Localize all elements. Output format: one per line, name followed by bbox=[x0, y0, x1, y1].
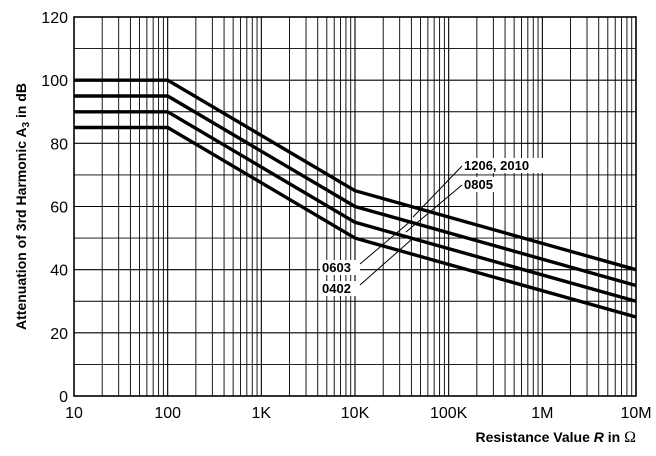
y-tick-label: 120 bbox=[41, 10, 68, 27]
annotation-label: 0805 bbox=[464, 177, 493, 192]
x-tick-label: 10 bbox=[65, 405, 83, 422]
x-axis-label: Resistance Value R in Ω bbox=[475, 429, 636, 446]
series-line bbox=[74, 78, 637, 272]
annotation-bg bbox=[462, 177, 502, 192]
x-label-part: in bbox=[604, 429, 624, 445]
plot-frame bbox=[73, 16, 637, 397]
series-line bbox=[74, 110, 637, 303]
series-lines bbox=[74, 78, 637, 319]
y-tick-label: 0 bbox=[59, 389, 68, 406]
y-tick-label: 60 bbox=[50, 200, 68, 217]
x-label-part: Ω bbox=[624, 429, 636, 446]
x-label-part: Resistance Value bbox=[475, 429, 593, 445]
x-tick-label: 100 bbox=[154, 405, 181, 422]
annotation-leader bbox=[405, 184, 463, 233]
y-tick-label: 40 bbox=[50, 263, 68, 280]
annotation-leader bbox=[412, 165, 463, 218]
y-tick-label: 80 bbox=[50, 136, 68, 153]
annotations: 1206, 2010 0805 0603 0402 bbox=[320, 158, 550, 296]
y-tick-label: 100 bbox=[41, 73, 68, 90]
annotation-label: 1206, 2010 bbox=[464, 158, 529, 173]
y-label-text: in dB bbox=[13, 83, 29, 122]
annotation-bg bbox=[320, 281, 360, 296]
x-tick-label: 10K bbox=[341, 405, 370, 422]
x-tick-label: 100K bbox=[430, 405, 468, 422]
x-label-part: R bbox=[594, 429, 605, 445]
y-axis-label: Attenuation of 3rd Harmonic A3 in dB bbox=[13, 83, 32, 330]
x-tick-label: 1K bbox=[252, 405, 272, 422]
y-label-text: Attenuation of 3rd Harmonic A bbox=[13, 127, 29, 330]
annotation-leader bbox=[359, 239, 412, 286]
annotation-leader bbox=[359, 219, 413, 265]
annotation-bg bbox=[462, 158, 550, 173]
series-line bbox=[74, 125, 637, 319]
y-tick-label: 20 bbox=[50, 326, 68, 343]
x-tick-label: 1M bbox=[531, 405, 553, 422]
series-line bbox=[74, 94, 637, 288]
y-label-subscript: 3 bbox=[21, 121, 32, 127]
annotation-label: 0603 bbox=[322, 260, 351, 275]
annotation-bg bbox=[320, 260, 360, 275]
annotation-label: 0402 bbox=[322, 281, 351, 296]
tick-labels: 0 20 40 60 80 100 120 10 100 1K 10K 100K 1M 10M bbox=[41, 10, 651, 422]
plot-border bbox=[73, 16, 637, 397]
x-tick-label: 10M bbox=[620, 405, 651, 422]
